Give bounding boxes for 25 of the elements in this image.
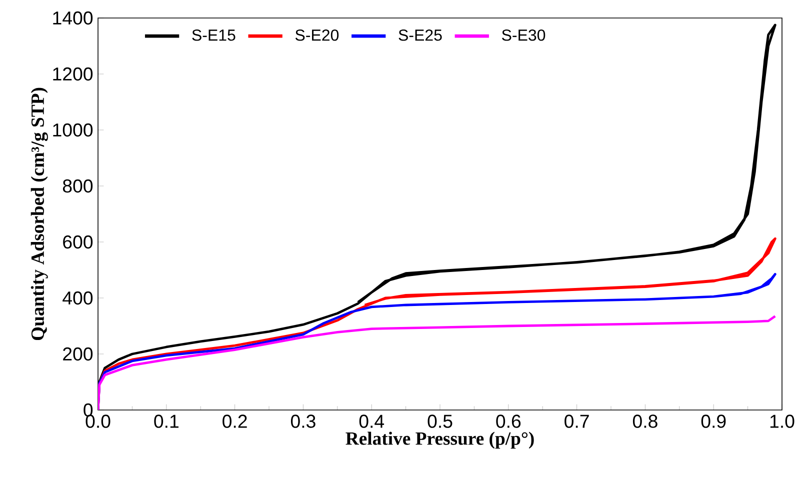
y-tick-label: 800 <box>62 179 93 193</box>
x-tick-label: 0.9 <box>701 414 726 428</box>
x-tick-label: 1.0 <box>770 414 794 428</box>
x-tick-label: 0.1 <box>154 414 178 428</box>
x-tick-label: 0.3 <box>290 414 316 428</box>
y-tick-label: 600 <box>63 235 93 249</box>
x-tick-label: 0.5 <box>428 414 452 428</box>
y-tick-label: 1200 <box>53 67 93 81</box>
x-tick-label: 0.6 <box>496 414 521 428</box>
y-tick-label: 400 <box>62 291 93 305</box>
x-tick-label: 0.4 <box>359 414 384 428</box>
y-tick-label: 1000 <box>53 123 93 137</box>
x-tick-label: 0.7 <box>564 414 589 428</box>
legend-label: S-E20 <box>295 29 339 41</box>
y-tick-label: 200 <box>63 347 93 361</box>
legend-label: S-E15 <box>192 29 236 41</box>
legend-label: S-E30 <box>502 29 546 41</box>
x-tick-label: 0.8 <box>632 414 658 428</box>
y-axis-title: Quantity Adsorbed (cm³/g STP) <box>30 88 48 340</box>
x-axis-title: Relative Pressure (p/p°) <box>346 432 534 449</box>
y-tick-label: 1400 <box>53 11 93 25</box>
legend-label: S-E25 <box>398 29 442 41</box>
x-tick-label: 0.2 <box>222 414 247 428</box>
line-series <box>98 314 776 410</box>
x-tick-label: 0.0 <box>86 414 110 428</box>
